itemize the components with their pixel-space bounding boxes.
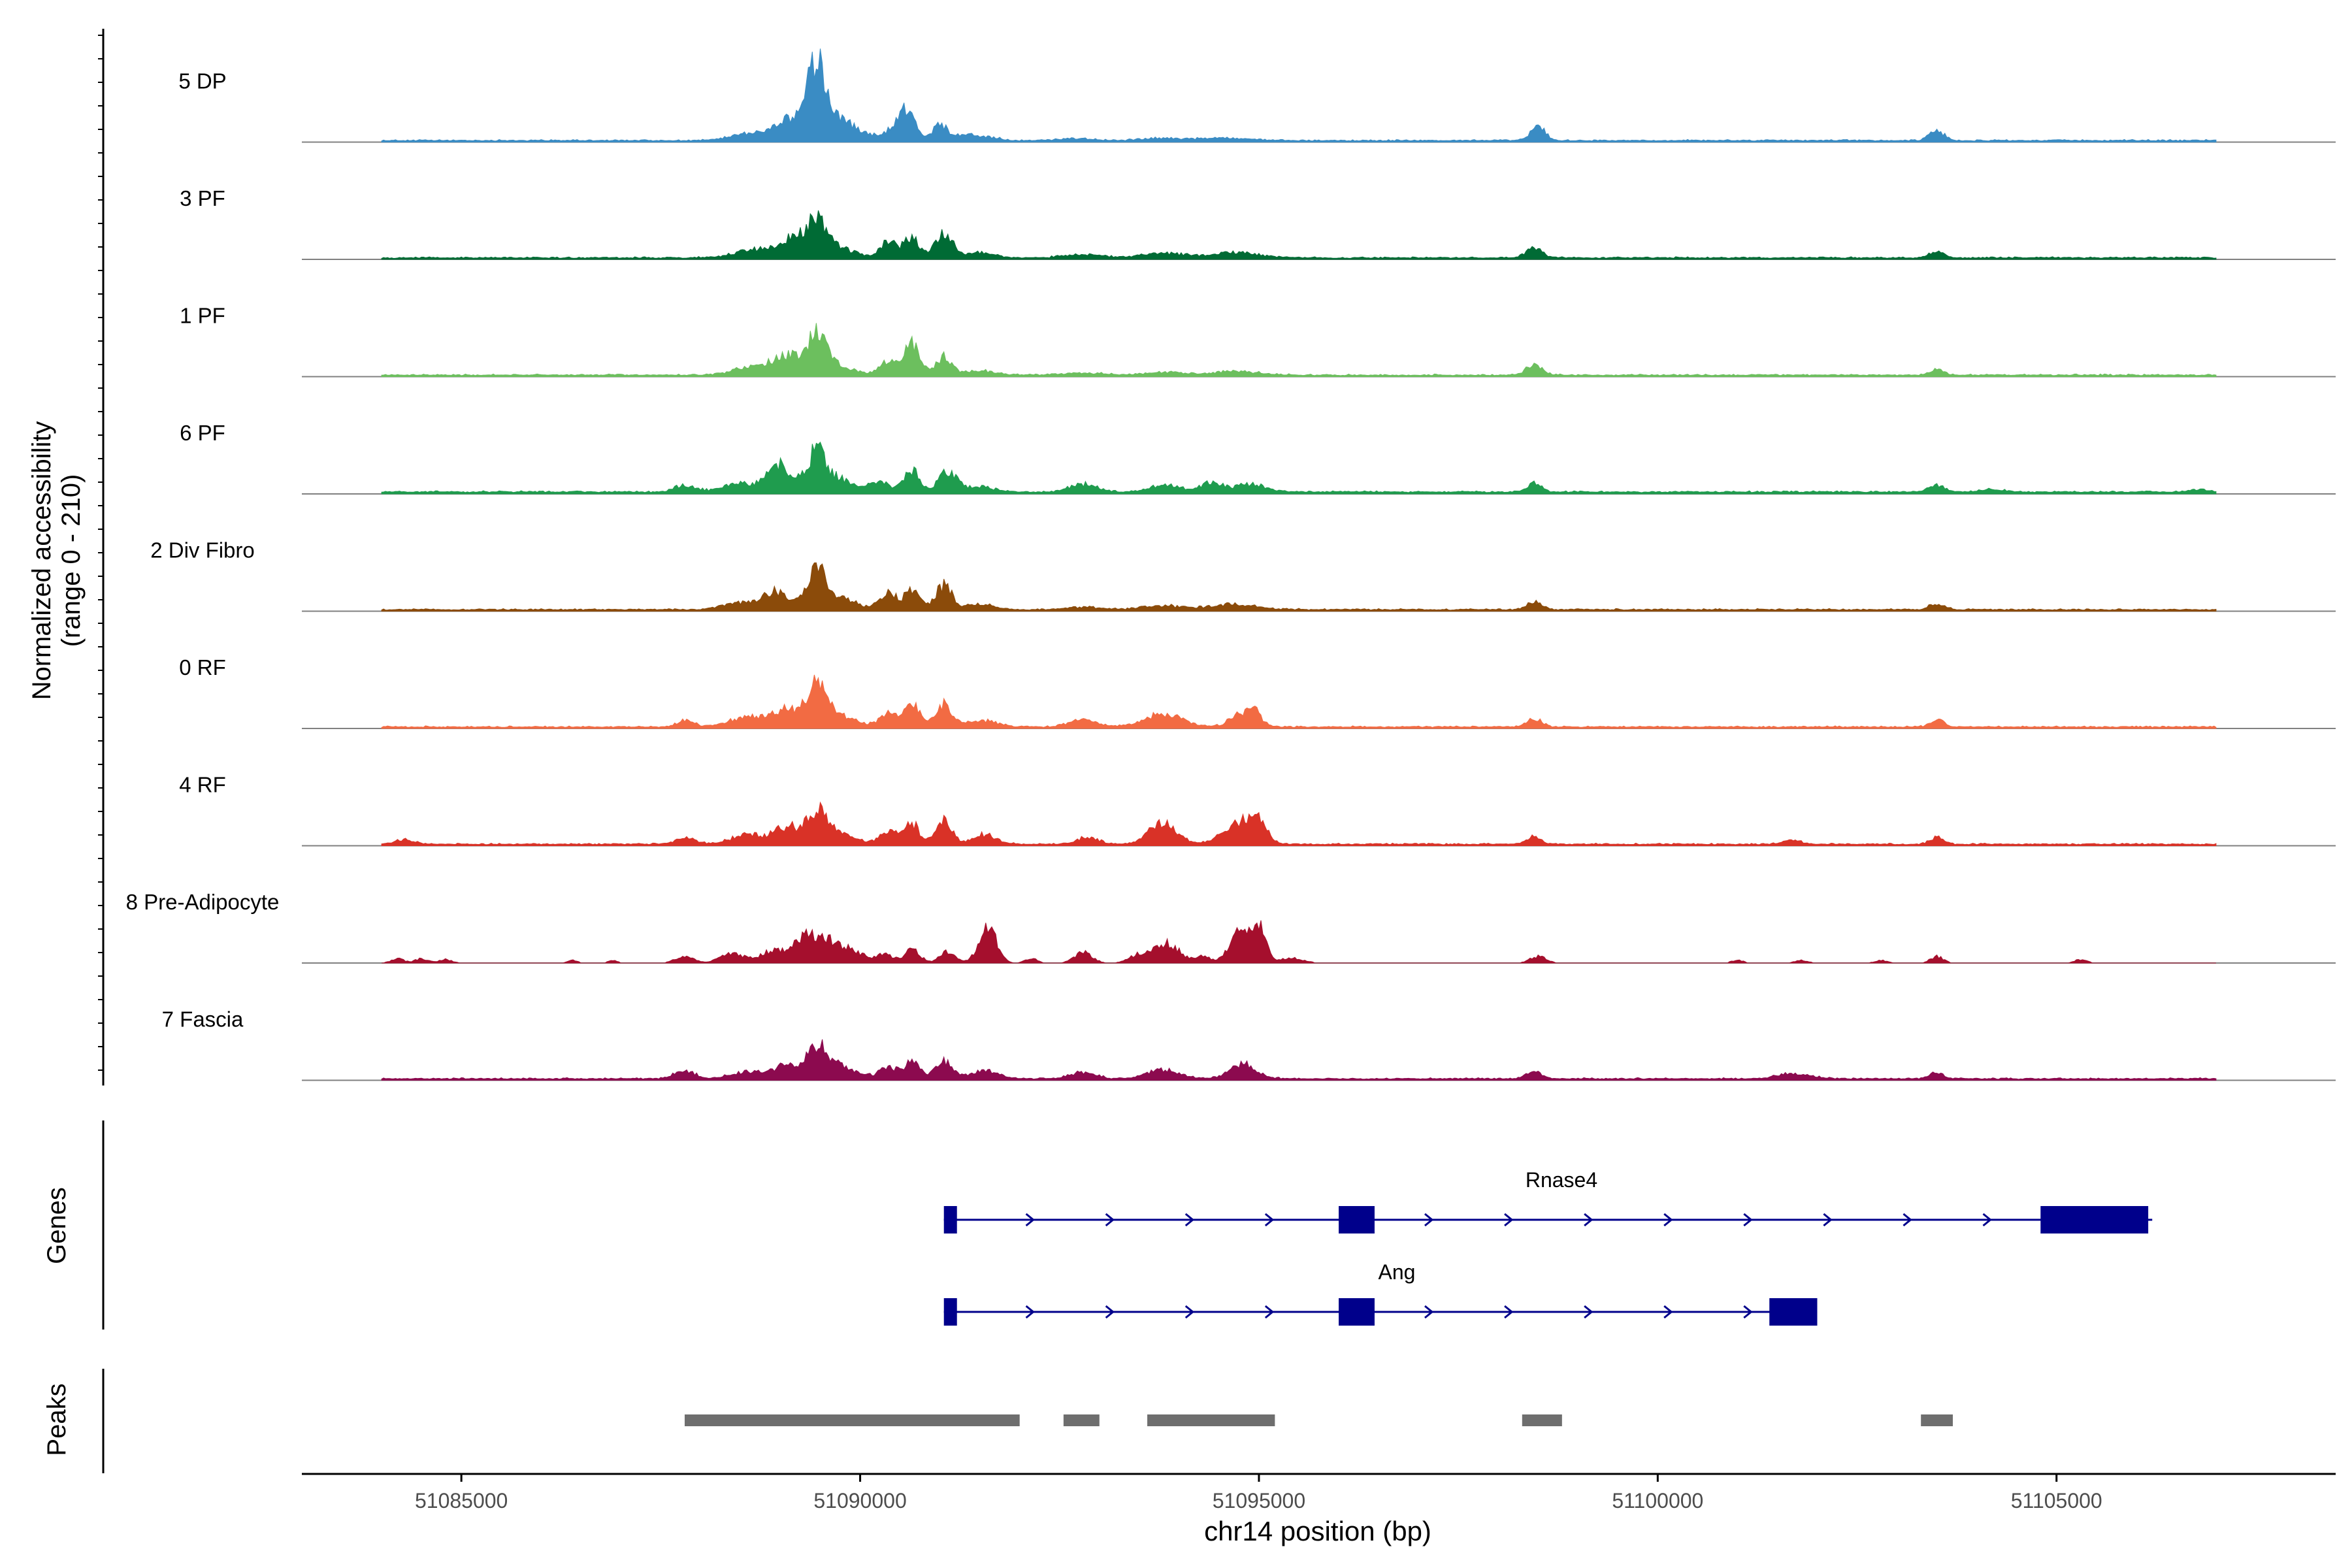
x-tick-label: 51085000 [415,1489,508,1512]
strand-arrow [1504,1213,1514,1227]
x-tick-label: 51105000 [2011,1489,2102,1512]
peak-region [684,1414,1020,1426]
peak-region [1522,1414,1562,1426]
strand-arrow [1663,1213,1673,1227]
strand-arrow [1025,1213,1035,1227]
strand-arrow [1025,1305,1035,1319]
strand-arrow [1743,1213,1753,1227]
track-1-pf: 1 PF [180,303,2336,378]
y-axis-label-range: (range 0 - 210) [57,474,86,647]
exon [1339,1206,1375,1233]
coverage-area [381,562,2217,612]
strand-arrow [1264,1213,1275,1227]
x-tick-label: 51090000 [813,1489,906,1512]
peak-regions [684,1414,1953,1426]
coverage-area [381,1039,2217,1081]
coverage-area [381,674,2217,729]
track-6-pf: 6 PF [180,421,2336,495]
exon [1769,1298,1818,1326]
exon [943,1298,957,1326]
strand-arrow [1184,1213,1195,1227]
gene-label: Rnase4 [1526,1168,1597,1192]
strand-arrow [1823,1213,1833,1227]
exon [1339,1298,1375,1326]
gene-rnase4: Rnase4 [943,1168,2153,1233]
x-tick-label: 51095000 [1213,1489,1305,1512]
track-label: 3 PF [180,186,225,210]
strand-arrow [1504,1305,1514,1319]
strand-arrow [1584,1305,1593,1319]
peak-region [1147,1414,1275,1426]
track-4-rf: 4 RF [179,772,2336,847]
track-label: 4 RF [179,772,226,796]
gene-ang: Ang [943,1260,1818,1326]
track-label: 7 Fascia [162,1007,244,1031]
track-label: 8 Pre-Adipocyte [126,890,280,914]
track-label: 5 DP [178,69,226,93]
strand-arrow [1264,1305,1275,1319]
axes-layer: 51085000 51090000 51095000 51100000 51105000 [98,29,2336,1512]
track-label: 2 Div Fibro [150,538,255,562]
coverage-area [381,441,2217,495]
strand-arrow [1743,1305,1753,1319]
strand-arrow [1584,1213,1593,1227]
track-2-div-fibro: 2 Div Fibro [150,538,2336,612]
strand-arrow [1105,1213,1115,1227]
strand-arrow [1903,1213,1912,1227]
strand-arrow [1982,1213,1992,1227]
x-axis-title: chr14 position (bp) [1204,1516,1431,1546]
peak-region [1921,1414,1953,1426]
coverage-area [382,920,2216,964]
exon [2040,1206,2149,1233]
track-label: 1 PF [180,303,225,327]
track-label: 6 PF [180,421,225,445]
y-axis-label: Normalized accessibility [27,421,56,700]
strand-arrow [1663,1305,1673,1319]
track-3-pf: 3 PF [180,186,2336,260]
genes-panel-label: Genes [42,1187,71,1264]
coverage-area [381,210,2217,260]
coverage-area [381,48,2217,142]
strand-arrow [1424,1305,1434,1319]
peak-region [1063,1414,1100,1426]
track-label: 0 RF [179,655,226,679]
strand-arrow [1184,1305,1195,1319]
coverage-area [381,323,2217,377]
x-tick-label: 51100000 [1612,1489,1703,1512]
track-0-rf: 0 RF [179,655,2336,729]
gene-label: Ang [1379,1260,1416,1284]
tracks-layer: 5 DP 3 PF 1 PF 6 PF 2 Div Fibro 0 RF 4 RF 8 Pre… [126,48,2336,1426]
strand-arrow [1424,1213,1434,1227]
peaks-panel-label: Peaks [42,1383,71,1456]
coverage-area [381,801,2217,846]
exon [943,1206,957,1233]
strand-arrow [1105,1305,1115,1319]
track-7-fascia: 7 Fascia [162,1007,2336,1081]
track-5-dp: 5 DP [178,48,2336,143]
track-8-pre-adipocyte: 8 Pre-Adipocyte [126,890,2336,964]
